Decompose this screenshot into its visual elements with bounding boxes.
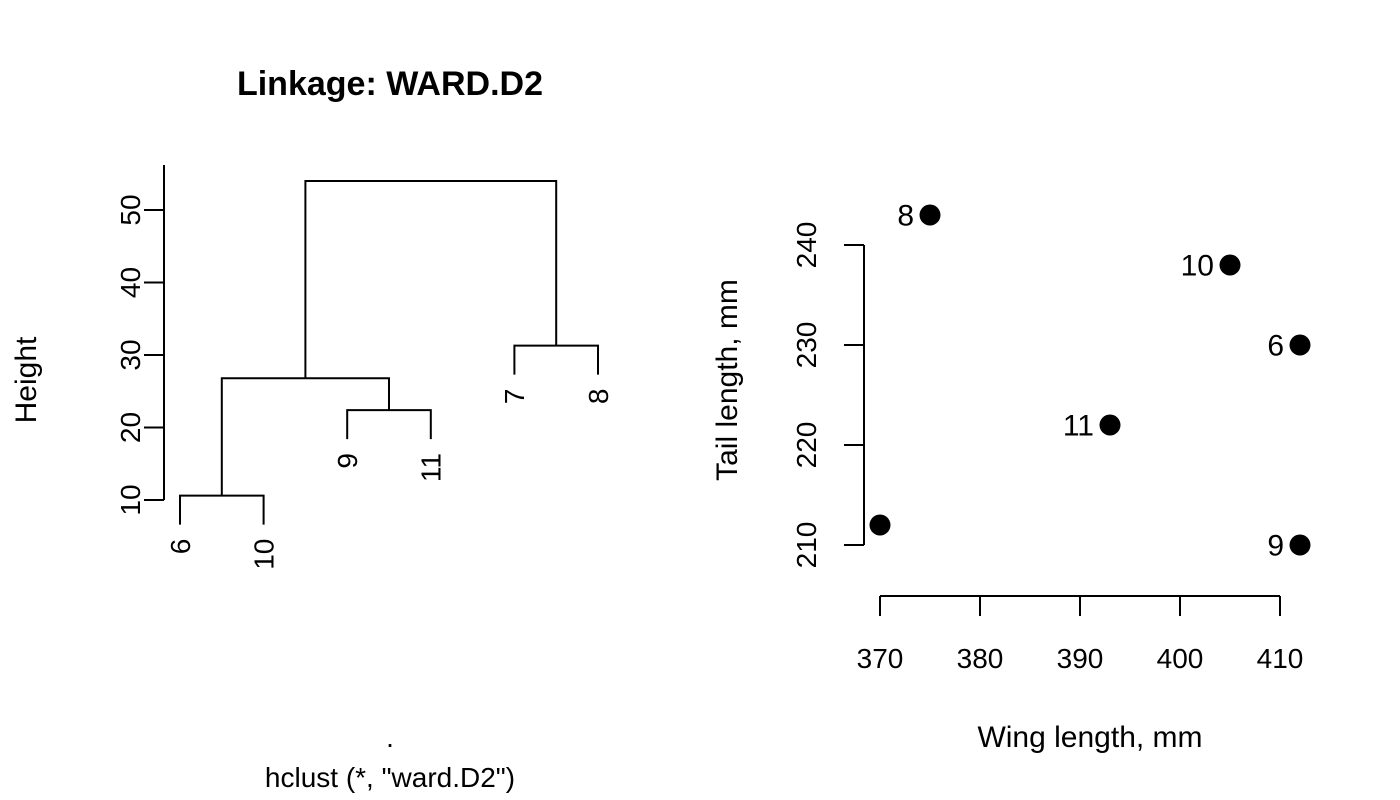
point-label: 8 bbox=[897, 200, 914, 233]
x-axis-label: Wing length, mm bbox=[977, 721, 1202, 754]
scatter-panel: Wing length, mm Tail length, mm 370 380 39… bbox=[711, 200, 1311, 754]
dendrogram-tree bbox=[179, 180, 599, 525]
x-axis: 370 380 390 400 410 bbox=[857, 595, 1304, 674]
y-tick-label: 230 bbox=[791, 322, 822, 369]
chart-title: Linkage: WARD.D2 bbox=[237, 65, 543, 103]
y-axis: 10 20 30 40 50 bbox=[115, 165, 165, 516]
dendrogram-branch bbox=[513, 344, 599, 375]
scatter-point bbox=[1289, 534, 1311, 556]
dendrogram-panel: Linkage: WARD.D2 Height . hclust (*, "wa… bbox=[10, 65, 614, 793]
y-axis-label: Height bbox=[10, 336, 43, 423]
leaf-label: 10 bbox=[248, 539, 279, 570]
point-label: 10 bbox=[1181, 250, 1214, 283]
y-axis: 210 220 230 240 bbox=[791, 222, 865, 569]
y-axis-label: Tail length, mm bbox=[711, 279, 744, 481]
x-tick-label: 400 bbox=[1157, 643, 1204, 674]
dendrogram-branch bbox=[304, 180, 558, 379]
y-tick-label: 210 bbox=[791, 522, 822, 569]
scatter-point bbox=[1289, 334, 1311, 356]
leaf-label: 8 bbox=[583, 389, 614, 405]
x-axis-label: . bbox=[386, 722, 394, 753]
y-tick-label: 240 bbox=[791, 222, 822, 269]
y-tick-label: 10 bbox=[115, 484, 146, 515]
leaf-labels: 6 10 9 11 7 8 bbox=[165, 389, 614, 570]
dendrogram-branch bbox=[179, 494, 265, 525]
leaf-label: 9 bbox=[332, 453, 363, 469]
y-tick-label: 20 bbox=[115, 412, 146, 443]
x-tick-label: 390 bbox=[1057, 643, 1104, 674]
scatter-point bbox=[869, 514, 891, 536]
y-tick-label: 40 bbox=[115, 267, 146, 298]
dendrogram-branch bbox=[220, 377, 390, 496]
method-sublabel: hclust (*, "ward.D2") bbox=[265, 762, 515, 793]
point-label: 6 bbox=[1267, 330, 1284, 363]
leaf-label: 7 bbox=[499, 389, 530, 405]
leaf-label: 6 bbox=[165, 539, 196, 555]
y-tick-label: 30 bbox=[115, 339, 146, 370]
scatter-point bbox=[1219, 254, 1241, 276]
scatter-point bbox=[1099, 414, 1121, 436]
point-label: 9 bbox=[1267, 530, 1284, 563]
scatter-points: 8 10 6 11 9 bbox=[869, 200, 1311, 563]
dendrogram-branch bbox=[346, 409, 432, 440]
y-tick-label: 50 bbox=[115, 194, 146, 225]
scatter-point bbox=[919, 204, 941, 226]
x-tick-label: 380 bbox=[957, 643, 1004, 674]
point-label: 11 bbox=[1063, 410, 1094, 443]
y-tick-label: 220 bbox=[791, 422, 822, 469]
leaf-label: 11 bbox=[416, 453, 447, 482]
x-tick-label: 410 bbox=[1257, 643, 1304, 674]
x-tick-label: 370 bbox=[857, 643, 904, 674]
